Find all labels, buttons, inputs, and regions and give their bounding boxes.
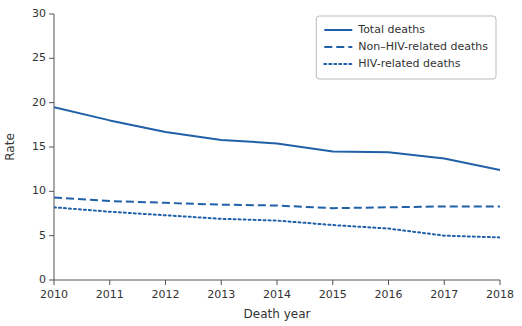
x-axis: 2010 2011 2012 2013 2014 2015 2016 2017 2018 [40, 280, 514, 301]
x-tick-label: 2012 [152, 288, 180, 301]
legend-item: Non–HIV-related deaths [324, 40, 488, 53]
series-line [54, 207, 500, 237]
series-line [54, 198, 500, 209]
x-tick-label: 2010 [40, 288, 68, 301]
x-tick-label: 2011 [96, 288, 124, 301]
legend-item: Total deaths [324, 23, 425, 36]
x-tick [221, 280, 222, 285]
legend: Total deaths Non–HIV-related deaths HIV-re… [316, 16, 496, 79]
x-tick [444, 280, 445, 285]
legend-swatch [324, 63, 352, 65]
series-line [54, 107, 500, 170]
y-tick-label: 10 [32, 184, 46, 197]
legend-item: HIV-related deaths [324, 57, 461, 70]
y-tick [49, 235, 54, 236]
x-tick [165, 280, 166, 285]
x-tick [54, 280, 55, 285]
legend-label: Non–HIV-related deaths [358, 40, 488, 53]
x-tick [109, 280, 110, 285]
legend-label: HIV-related deaths [358, 57, 461, 70]
y-tick-label: 15 [32, 140, 46, 153]
legend-swatch [324, 46, 352, 48]
x-tick-label: 2013 [207, 288, 235, 301]
y-tick-label: 30 [32, 7, 46, 20]
x-tick-label: 2017 [430, 288, 458, 301]
y-axis: 0 5 10 15 20 25 30 [32, 7, 54, 286]
x-tick-label: 2018 [486, 288, 514, 301]
y-tick [49, 58, 54, 59]
y-tick-label: 20 [32, 96, 46, 109]
y-tick [49, 191, 54, 192]
x-tick-label: 2015 [319, 288, 347, 301]
y-tick [49, 280, 54, 281]
x-tick-label: 2016 [375, 288, 403, 301]
legend-box [316, 16, 496, 79]
x-tick [277, 280, 278, 285]
chart-container: 0 5 10 15 20 25 30 2010 2011 2012 2013 2014 2015 2016… [0, 0, 522, 326]
y-tick-label: 25 [32, 51, 46, 64]
y-axis-label: Rate [3, 133, 17, 161]
plot-area [54, 107, 500, 237]
x-axis-label: Death year [244, 307, 311, 321]
chart-svg: 0 5 10 15 20 25 30 2010 2011 2012 2013 2014 2015 2016… [0, 0, 522, 326]
x-tick [500, 280, 501, 285]
legend-label: Total deaths [357, 23, 425, 36]
y-tick [49, 102, 54, 103]
x-tick [388, 280, 389, 285]
legend-swatch [324, 29, 352, 31]
y-tick [49, 14, 54, 15]
x-tick [332, 280, 333, 285]
y-tick-label: 5 [39, 229, 46, 242]
x-tick-label: 2014 [263, 288, 291, 301]
y-tick-label: 0 [39, 273, 46, 286]
y-tick [49, 147, 54, 148]
